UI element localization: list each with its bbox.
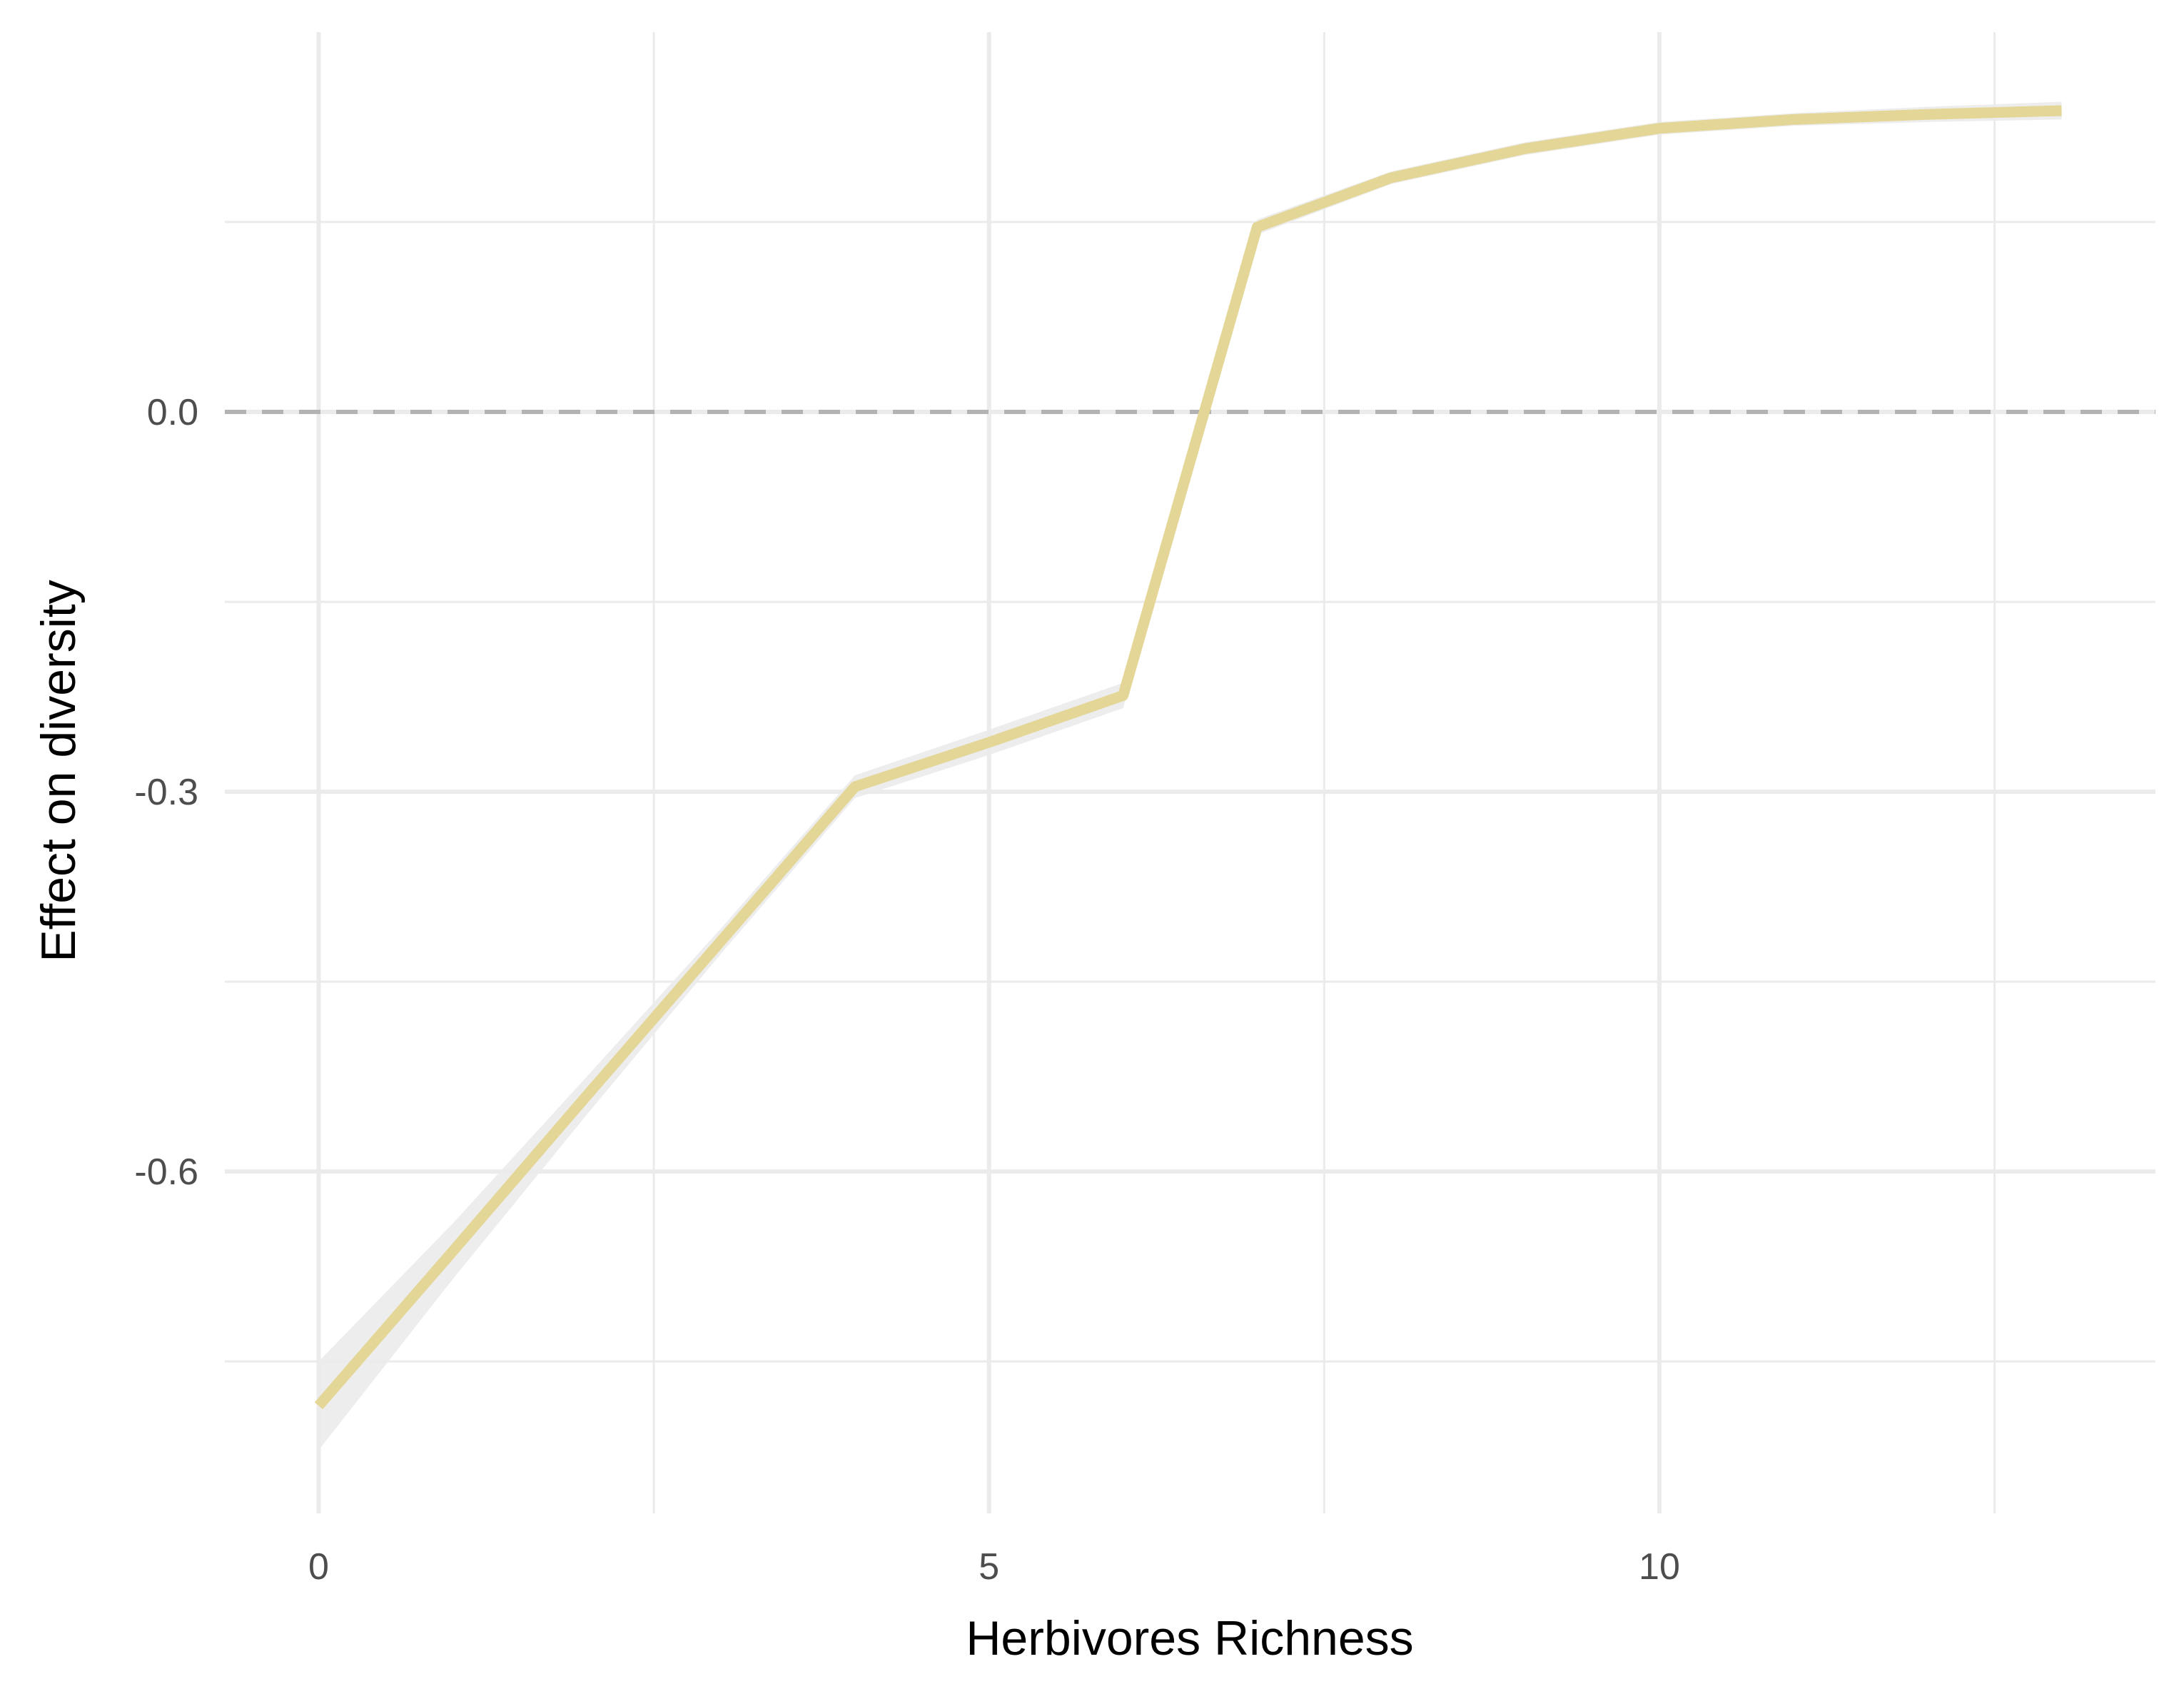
x-tick-label: 0 — [308, 1546, 329, 1588]
x-tick-label: 10 — [1639, 1546, 1680, 1588]
x-tick-labels: 0 5 10 — [308, 1546, 1680, 1588]
y-tick-labels: -0.6 -0.3 0.0 — [134, 392, 198, 1193]
y-axis-title: Effect on diversity — [31, 580, 86, 962]
series-line — [314, 105, 2062, 1410]
y-tick-label: 0.0 — [147, 392, 198, 433]
series-line-group — [314, 105, 2062, 1410]
y-tick-label: -0.3 — [134, 772, 198, 813]
x-tick-label: 5 — [979, 1546, 999, 1588]
y-tick-label: -0.6 — [134, 1151, 198, 1193]
x-axis-title: Herbivores Richness — [966, 1611, 1413, 1665]
